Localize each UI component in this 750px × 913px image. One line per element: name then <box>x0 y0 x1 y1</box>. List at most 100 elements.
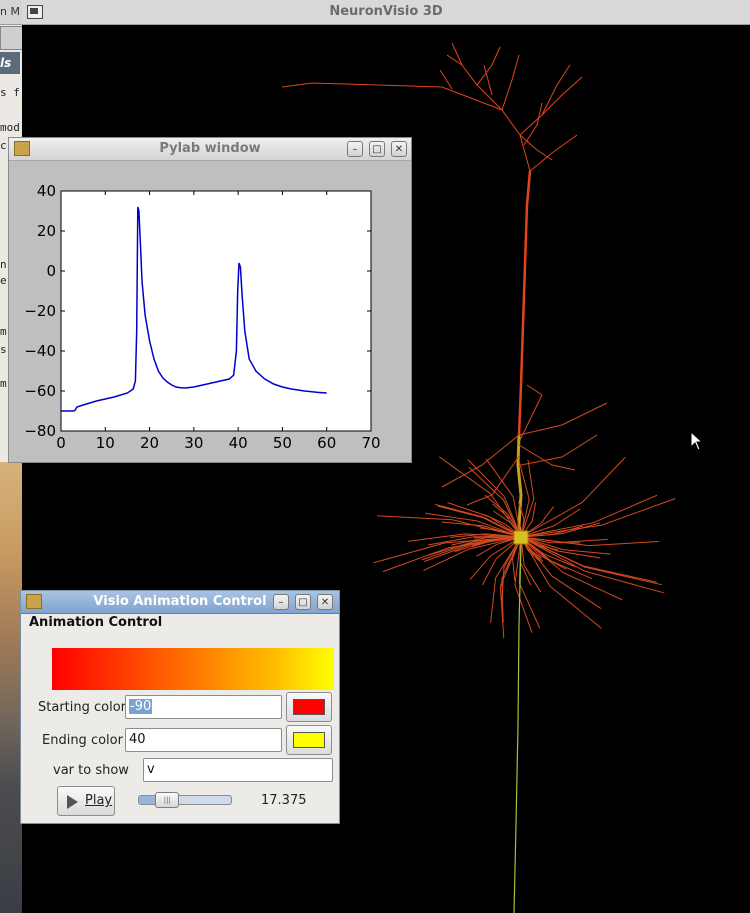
y-tick-label: −80 <box>24 422 56 440</box>
background-text: m <box>0 325 7 338</box>
x-tick-label: 60 <box>317 434 336 452</box>
background-text: m <box>0 377 7 390</box>
starting-color-label: Starting color <box>38 700 127 715</box>
neuron-3d-viewport[interactable] <box>22 25 750 913</box>
maximize-icon[interactable]: □ <box>295 594 311 610</box>
background-text: mod <box>0 121 20 134</box>
basal-branch <box>373 536 522 564</box>
var-to-show-input[interactable]: v <box>143 758 333 782</box>
x-tick-label: 20 <box>140 434 159 452</box>
basal-branch <box>518 460 530 538</box>
axon <box>513 544 522 913</box>
x-tick-label: 70 <box>361 434 380 452</box>
basal-branch <box>520 536 623 601</box>
animation-control-title: Visio Animation Control <box>93 594 267 609</box>
x-tick-label: 40 <box>229 434 248 452</box>
background-toolbar-button[interactable] <box>0 26 24 50</box>
basal-branch <box>382 536 522 573</box>
basal-branch <box>520 494 658 538</box>
x-tick-label: 30 <box>184 434 203 452</box>
time-slider-handle[interactable]: ||| <box>155 792 180 808</box>
apical-tuft <box>281 42 583 172</box>
plot-area <box>60 190 372 432</box>
ending-color-input[interactable]: 40 <box>125 728 282 752</box>
plot-series <box>61 206 327 412</box>
neuronvisio-titlebar[interactable]: NeuronVisio 3D <box>22 0 750 25</box>
close-icon[interactable]: ✕ <box>391 141 407 157</box>
background-text: s <box>0 343 7 356</box>
y-tick-label: −20 <box>24 302 56 320</box>
pylab-app-icon <box>14 141 30 156</box>
ending-color-button[interactable] <box>286 725 332 755</box>
basal-branch <box>520 508 581 538</box>
minimize-icon[interactable]: – <box>347 141 363 157</box>
var-to-show-label: var to show <box>53 763 129 778</box>
window-menu-icon[interactable] <box>27 5 43 19</box>
time-slider-fill <box>139 796 168 804</box>
play-button[interactable]: Play <box>57 786 115 816</box>
basal-dendrites <box>373 456 676 639</box>
basal-branch <box>485 458 522 538</box>
basal-branch <box>520 536 662 586</box>
starting-color-swatch <box>293 699 325 715</box>
basal-branch <box>469 536 522 580</box>
y-tick-label: −60 <box>24 382 56 400</box>
background-text: n <box>0 258 7 271</box>
soma <box>513 530 529 545</box>
neuronvisio-title: NeuronVisio 3D <box>329 4 443 19</box>
basal-branch <box>499 536 522 639</box>
time-slider[interactable]: ||| <box>138 792 232 808</box>
background-tab[interactable]: ls <box>0 52 20 74</box>
y-tick-label: 20 <box>37 222 56 240</box>
starting-color-value: -90 <box>129 699 153 714</box>
starting-color-button[interactable] <box>286 692 332 722</box>
basal-branch <box>490 536 522 623</box>
y-tick-label: 40 <box>37 182 56 200</box>
basal-branch <box>376 515 522 538</box>
voltage-plot[interactable]: 0 10 20 30 40 50 60 70 40 20 0 −20 −40 −60 −80 <box>9 161 411 463</box>
pylab-title: Pylab window <box>159 141 261 156</box>
basal-branch <box>520 456 626 538</box>
basal-branch <box>520 536 664 594</box>
play-label: Play <box>85 793 113 808</box>
basal-branch <box>520 498 676 538</box>
y-tick-label: 0 <box>46 262 56 280</box>
pylab-window: Pylab window – □ ✕ 0 10 20 30 40 50 60 70 40 20 0… <box>8 137 412 463</box>
basal-branch <box>520 459 535 538</box>
basal-branch <box>520 536 660 547</box>
play-icon <box>67 795 78 809</box>
maximize-icon[interactable]: □ <box>369 141 385 157</box>
basal-branch <box>501 536 522 623</box>
plot-ticks <box>60 190 372 432</box>
close-icon[interactable]: ✕ <box>317 594 333 610</box>
basal-branch <box>520 536 602 629</box>
x-tick-label: 0 <box>56 434 66 452</box>
minimize-icon[interactable]: – <box>273 594 289 610</box>
time-readout: 17.375 <box>261 793 307 808</box>
y-tick-label: −40 <box>24 342 56 360</box>
animation-control-titlebar[interactable]: Visio Animation Control – □ ✕ <box>21 591 339 614</box>
basal-branch <box>514 536 533 633</box>
starting-color-input[interactable]: -90 <box>125 695 282 719</box>
x-tick-labels: 0 10 20 30 40 50 60 70 <box>56 434 380 452</box>
basal-branch <box>501 536 522 601</box>
basal-branch <box>468 466 522 538</box>
voltage-trace <box>61 206 327 412</box>
background-window-title[interactable]: n M <box>0 0 24 25</box>
color-gradient-bar <box>52 648 334 690</box>
mouse-cursor-icon <box>690 431 704 451</box>
desktop-wallpaper <box>0 462 22 913</box>
basal-branch <box>423 536 522 572</box>
basal-branch <box>476 536 522 557</box>
basal-branch <box>427 536 522 546</box>
apical-trunk <box>517 170 532 436</box>
x-tick-label: 10 <box>96 434 115 452</box>
pylab-titlebar[interactable]: Pylab window – □ ✕ <box>9 138 411 161</box>
x-tick-label: 50 <box>273 434 292 452</box>
basal-branch <box>520 536 542 593</box>
basal-branch <box>484 494 522 538</box>
basal-branch <box>520 536 581 544</box>
basal-branch <box>520 536 611 555</box>
basal-branch <box>434 503 522 538</box>
section-title: Animation Control <box>29 615 163 630</box>
